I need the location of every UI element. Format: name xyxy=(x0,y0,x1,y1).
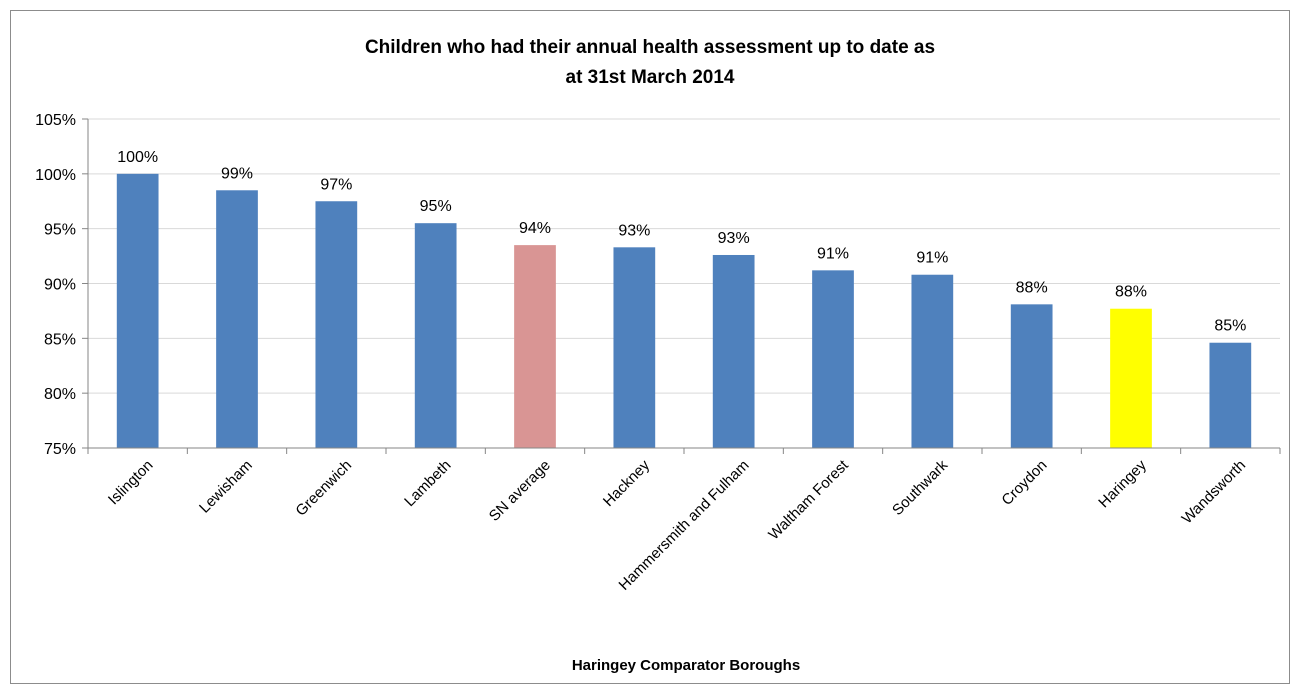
bar xyxy=(1010,304,1053,448)
data-label: 93% xyxy=(718,230,750,247)
y-tick-label: 75% xyxy=(44,441,76,458)
bar xyxy=(1209,342,1252,448)
x-tick-label: SN average xyxy=(486,457,554,525)
data-label: 91% xyxy=(916,250,948,267)
x-tick-label: Waltham Forest xyxy=(765,456,852,543)
bar xyxy=(116,173,159,449)
data-label: 100% xyxy=(117,149,158,166)
y-tick-label: 85% xyxy=(44,331,76,348)
data-label: 95% xyxy=(420,198,452,215)
chart-title-line-1: Children who had their annual health ass… xyxy=(365,37,935,58)
y-tick-label: 90% xyxy=(44,277,76,294)
x-tick-label: Islington xyxy=(105,457,157,509)
data-label: 93% xyxy=(618,222,650,239)
data-label: 91% xyxy=(817,245,849,262)
y-tick-label: 95% xyxy=(44,222,76,239)
x-tick-label: Lambeth xyxy=(401,457,454,510)
bar xyxy=(1110,308,1152,448)
data-label: 85% xyxy=(1214,318,1246,335)
data-label: 94% xyxy=(519,220,551,237)
bar xyxy=(712,254,755,448)
x-tick-label: Lewisham xyxy=(196,457,256,517)
data-label: 88% xyxy=(1115,284,1147,301)
x-tick-label: Croydon xyxy=(998,457,1050,509)
bar xyxy=(911,274,954,448)
bar xyxy=(613,247,656,448)
x-tick-label: Greenwich xyxy=(292,457,355,520)
x-tick-label: Southwark xyxy=(889,456,951,518)
x-tick-label: Wandsworth xyxy=(1179,457,1250,528)
chart-title-line-2: at 31st March 2014 xyxy=(566,67,735,88)
data-label: 99% xyxy=(221,165,253,182)
y-tick-label: 100% xyxy=(35,167,76,184)
x-axis-title: Haringey Comparator Boroughs xyxy=(572,657,800,674)
x-tick-label: Hackney xyxy=(600,456,654,510)
data-label: 97% xyxy=(320,176,352,193)
y-tick-label: 105% xyxy=(35,112,76,129)
data-label: 88% xyxy=(1016,279,1048,296)
bar xyxy=(414,223,457,448)
bar xyxy=(216,190,258,449)
x-tick-label: Haringey xyxy=(1095,456,1150,511)
bar xyxy=(315,201,358,448)
y-tick-label: 80% xyxy=(44,386,76,403)
bar xyxy=(514,245,556,448)
bar xyxy=(812,270,854,448)
